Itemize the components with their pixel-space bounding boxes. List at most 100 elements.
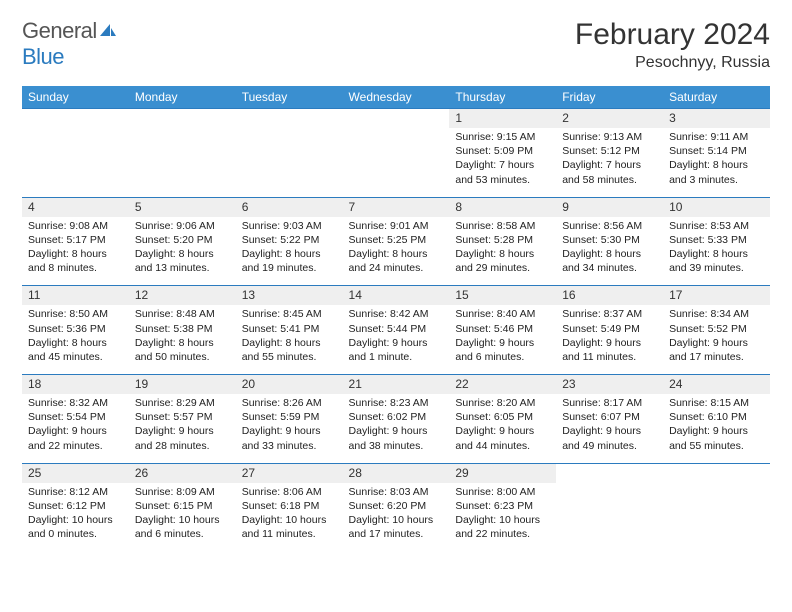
logo-text-part2: Blue (22, 44, 64, 69)
day-info-cell: Sunrise: 9:15 AMSunset: 5:09 PMDaylight:… (449, 128, 556, 197)
day-info-cell: Sunrise: 8:23 AMSunset: 6:02 PMDaylight:… (343, 394, 450, 463)
day-info-cell: Sunrise: 8:40 AMSunset: 5:46 PMDaylight:… (449, 305, 556, 374)
day-number-cell (663, 463, 770, 483)
day-number-cell: 7 (343, 197, 450, 217)
day-info-cell: Sunrise: 9:11 AMSunset: 5:14 PMDaylight:… (663, 128, 770, 197)
day-number-cell: 8 (449, 197, 556, 217)
day-info-cell: Sunrise: 8:12 AMSunset: 6:12 PMDaylight:… (22, 483, 129, 552)
day-number-cell (556, 463, 663, 483)
calendar-page: GeneralBlue February 2024 Pesochnyy, Rus… (0, 0, 792, 569)
day-info-cell: Sunrise: 8:34 AMSunset: 5:52 PMDaylight:… (663, 305, 770, 374)
title-block: February 2024 Pesochnyy, Russia (575, 18, 770, 72)
day-info-cell: Sunrise: 9:06 AMSunset: 5:20 PMDaylight:… (129, 217, 236, 286)
day-info-row: Sunrise: 9:08 AMSunset: 5:17 PMDaylight:… (22, 217, 770, 286)
day-info-cell: Sunrise: 8:03 AMSunset: 6:20 PMDaylight:… (343, 483, 450, 552)
month-title: February 2024 (575, 18, 770, 52)
day-number-cell: 2 (556, 109, 663, 129)
day-info-cell: Sunrise: 8:17 AMSunset: 6:07 PMDaylight:… (556, 394, 663, 463)
day-number-cell: 12 (129, 286, 236, 306)
weekday-header-row: SundayMondayTuesdayWednesdayThursdayFrid… (22, 86, 770, 109)
day-number-cell: 15 (449, 286, 556, 306)
day-number-cell: 21 (343, 375, 450, 395)
day-number-cell: 4 (22, 197, 129, 217)
logo-text-part1: General (22, 18, 97, 43)
day-number-cell: 29 (449, 463, 556, 483)
day-info-row: Sunrise: 9:15 AMSunset: 5:09 PMDaylight:… (22, 128, 770, 197)
day-info-cell (556, 483, 663, 552)
day-info-cell: Sunrise: 8:50 AMSunset: 5:36 PMDaylight:… (22, 305, 129, 374)
day-info-cell: Sunrise: 8:06 AMSunset: 6:18 PMDaylight:… (236, 483, 343, 552)
day-number-cell: 14 (343, 286, 450, 306)
day-info-cell: Sunrise: 8:32 AMSunset: 5:54 PMDaylight:… (22, 394, 129, 463)
day-number-cell (129, 109, 236, 129)
day-info-row: Sunrise: 8:12 AMSunset: 6:12 PMDaylight:… (22, 483, 770, 552)
day-info-cell: Sunrise: 8:42 AMSunset: 5:44 PMDaylight:… (343, 305, 450, 374)
day-number-cell: 18 (22, 375, 129, 395)
day-number-cell: 9 (556, 197, 663, 217)
calendar-table: SundayMondayTuesdayWednesdayThursdayFrid… (22, 86, 770, 551)
weekday-header: Monday (129, 86, 236, 109)
day-number-cell: 24 (663, 375, 770, 395)
weekday-header: Saturday (663, 86, 770, 109)
day-info-cell: Sunrise: 8:53 AMSunset: 5:33 PMDaylight:… (663, 217, 770, 286)
day-number-cell: 28 (343, 463, 450, 483)
day-number-cell: 5 (129, 197, 236, 217)
day-info-cell: Sunrise: 8:00 AMSunset: 6:23 PMDaylight:… (449, 483, 556, 552)
day-info-row: Sunrise: 8:32 AMSunset: 5:54 PMDaylight:… (22, 394, 770, 463)
day-number-cell: 26 (129, 463, 236, 483)
day-info-cell: Sunrise: 8:15 AMSunset: 6:10 PMDaylight:… (663, 394, 770, 463)
day-number-cell: 17 (663, 286, 770, 306)
day-number-cell (22, 109, 129, 129)
day-info-cell: Sunrise: 8:26 AMSunset: 5:59 PMDaylight:… (236, 394, 343, 463)
day-number-cell: 6 (236, 197, 343, 217)
weekday-header: Wednesday (343, 86, 450, 109)
day-info-cell (343, 128, 450, 197)
day-number-row: 45678910 (22, 197, 770, 217)
day-number-cell: 13 (236, 286, 343, 306)
day-info-cell (129, 128, 236, 197)
day-number-cell: 11 (22, 286, 129, 306)
day-number-cell: 3 (663, 109, 770, 129)
day-info-cell: Sunrise: 8:45 AMSunset: 5:41 PMDaylight:… (236, 305, 343, 374)
day-info-cell (663, 483, 770, 552)
day-number-cell (236, 109, 343, 129)
day-number-row: 11121314151617 (22, 286, 770, 306)
day-info-cell (22, 128, 129, 197)
day-number-row: 2526272829 (22, 463, 770, 483)
weekday-header: Friday (556, 86, 663, 109)
day-number-cell (343, 109, 450, 129)
day-number-cell: 22 (449, 375, 556, 395)
day-info-cell: Sunrise: 9:03 AMSunset: 5:22 PMDaylight:… (236, 217, 343, 286)
day-number-row: 123 (22, 109, 770, 129)
day-info-cell: Sunrise: 9:01 AMSunset: 5:25 PMDaylight:… (343, 217, 450, 286)
day-info-cell: Sunrise: 9:13 AMSunset: 5:12 PMDaylight:… (556, 128, 663, 197)
sail-icon (98, 18, 118, 44)
day-info-cell: Sunrise: 9:08 AMSunset: 5:17 PMDaylight:… (22, 217, 129, 286)
location: Pesochnyy, Russia (575, 54, 770, 72)
day-info-row: Sunrise: 8:50 AMSunset: 5:36 PMDaylight:… (22, 305, 770, 374)
day-number-row: 18192021222324 (22, 375, 770, 395)
day-number-cell: 19 (129, 375, 236, 395)
weekday-header: Tuesday (236, 86, 343, 109)
day-info-cell: Sunrise: 8:09 AMSunset: 6:15 PMDaylight:… (129, 483, 236, 552)
day-number-cell: 27 (236, 463, 343, 483)
day-info-cell: Sunrise: 8:56 AMSunset: 5:30 PMDaylight:… (556, 217, 663, 286)
day-number-cell: 20 (236, 375, 343, 395)
day-number-cell: 23 (556, 375, 663, 395)
day-info-cell: Sunrise: 8:58 AMSunset: 5:28 PMDaylight:… (449, 217, 556, 286)
calendar-body: 123 Sunrise: 9:15 AMSunset: 5:09 PMDayli… (22, 109, 770, 552)
day-number-cell: 10 (663, 197, 770, 217)
day-number-cell: 25 (22, 463, 129, 483)
weekday-header: Thursday (449, 86, 556, 109)
weekday-header: Sunday (22, 86, 129, 109)
logo: GeneralBlue (22, 18, 118, 70)
day-number-cell: 16 (556, 286, 663, 306)
header: GeneralBlue February 2024 Pesochnyy, Rus… (22, 18, 770, 72)
day-info-cell: Sunrise: 8:20 AMSunset: 6:05 PMDaylight:… (449, 394, 556, 463)
day-info-cell (236, 128, 343, 197)
day-info-cell: Sunrise: 8:29 AMSunset: 5:57 PMDaylight:… (129, 394, 236, 463)
day-info-cell: Sunrise: 8:48 AMSunset: 5:38 PMDaylight:… (129, 305, 236, 374)
logo-text: GeneralBlue (22, 18, 118, 70)
day-info-cell: Sunrise: 8:37 AMSunset: 5:49 PMDaylight:… (556, 305, 663, 374)
day-number-cell: 1 (449, 109, 556, 129)
